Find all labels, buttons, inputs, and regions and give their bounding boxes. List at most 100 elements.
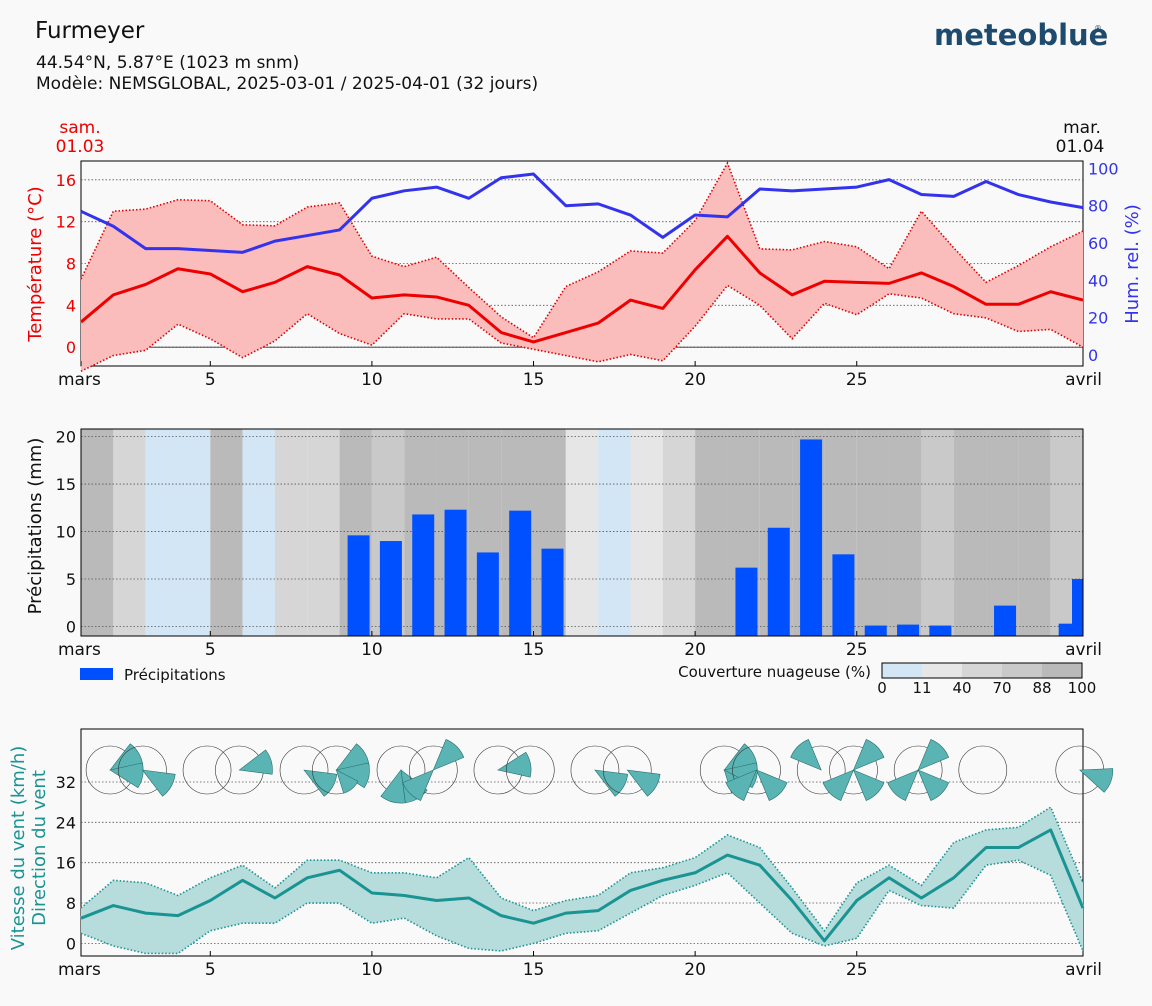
end-day-label: mar.: [1063, 118, 1101, 138]
wind-rose-sector: [141, 769, 176, 797]
wind-rose-sector: [852, 739, 885, 771]
start-day-label: sam.: [59, 118, 100, 138]
cloud-strip: [177, 429, 211, 636]
wind-rose-circle: [602, 745, 652, 795]
precipitation-bar: [509, 510, 532, 636]
wind-plot-frame: [80, 728, 1084, 957]
end-date-label: 01.04: [1056, 137, 1105, 157]
cloud-strip: [274, 429, 308, 636]
y2-tick-label: 20: [1088, 309, 1108, 328]
temperature-x-ticks: mars 5 10 15 20 25 avril: [58, 361, 1102, 390]
x-tick-label: 20: [684, 960, 706, 980]
wind-rose: [118, 745, 176, 797]
precipitation-legend-label: Précipitations: [124, 666, 226, 684]
x-tick-label: 5: [205, 370, 216, 390]
wind-rose-sector: [497, 751, 532, 778]
wind-rose-sector: [917, 739, 950, 771]
wind-rose-sector: [755, 769, 788, 801]
x-tick-label: avril: [1065, 370, 1102, 390]
brand-name: meteoblue: [934, 18, 1108, 52]
wind-rose-circle: [796, 745, 846, 795]
humidity-axis-label: Hum. rel. (%): [1122, 204, 1143, 324]
wind-rose-sector: [790, 739, 822, 771]
cloud-legend-label: 11: [912, 679, 931, 697]
y-tick-label: 16: [56, 854, 76, 873]
wind-speed-lines: [80, 828, 1085, 943]
cloud-cover-strips: [81, 429, 1083, 636]
precipitation-bar: [994, 605, 1017, 636]
cloud-legend-label: 70: [992, 679, 1011, 697]
cloud-legend-label: 0: [877, 679, 887, 697]
temperature-range: [80, 161, 1084, 372]
x-tick-label: 15: [523, 370, 545, 390]
precipitation-bar: [444, 509, 467, 636]
cloud-strip: [856, 429, 890, 636]
y-tick-label: 16: [56, 171, 76, 190]
cloud-strip: [630, 429, 663, 636]
y-tick-label: 4: [66, 296, 76, 315]
cloud-strip: [953, 429, 987, 636]
cloud-strip: [598, 429, 631, 636]
precipitation-gridlines: [81, 436, 1083, 627]
wind-speed-range: [80, 806, 1084, 955]
y-tick-label: 8: [66, 255, 76, 274]
cloud-legend-bar: 0 11 40 70 88 100: [877, 662, 1096, 697]
wind-rose-circle: [732, 745, 781, 795]
start-date-label: 01.03: [56, 137, 105, 157]
wind-mean-line: [80, 828, 1085, 943]
precipitation-plot-frame: [80, 428, 1084, 637]
wind-rose-sector: [402, 769, 434, 801]
precipitation-bar: [832, 554, 855, 636]
wind-rose-sector: [594, 769, 629, 797]
precipitation-bar: [735, 567, 758, 636]
y-tick-label: 20: [56, 428, 76, 447]
x-tick-label: mars: [58, 370, 101, 390]
cloud-legend-label: 40: [952, 679, 971, 697]
x-tick-label: 25: [846, 640, 868, 660]
y2-tick-label: 0: [1088, 346, 1098, 365]
wind-rose-sector: [852, 769, 885, 801]
x-tick-label: mars: [58, 640, 101, 660]
x-tick-label: 5: [205, 640, 216, 660]
wind-rose-sector: [335, 762, 370, 789]
brand-mark: ®: [1094, 24, 1102, 33]
temperature-y-ticks: 0 4 8 12 16: [56, 171, 76, 357]
x-tick-label: 10: [361, 640, 383, 660]
precipitation-bars: [347, 439, 1083, 636]
y2-tick-label: 80: [1088, 197, 1108, 216]
wind-rose-sector: [380, 769, 406, 804]
wind-rose-circle: [279, 745, 329, 795]
wind-range-fill: [81, 807, 1083, 954]
cloud-strip: [565, 429, 599, 636]
precipitation-bar: [897, 624, 920, 636]
cloud-strip: [242, 429, 275, 636]
temperature-range-max-line: [80, 161, 1084, 339]
precipitation-bar: [541, 548, 564, 636]
wind-rose: [602, 745, 661, 797]
wind-rose: [725, 745, 788, 801]
wind-rose-circle: [118, 745, 167, 795]
y-tick-label: 0: [66, 338, 76, 357]
x-tick-label: 5: [205, 960, 216, 980]
x-tick-label: 15: [523, 640, 545, 660]
precipitation-axis-label: Précipitations (mm): [25, 438, 46, 615]
temperature-range-min-line: [80, 284, 1084, 372]
wind-rose-sector: [887, 769, 919, 801]
cloud-legend-swatch: [1042, 663, 1082, 678]
wind-direction-axis-label: Direction du vent: [29, 770, 50, 926]
temperature-lines: [80, 172, 1084, 344]
wind-rose: [402, 739, 465, 801]
wind-x-ticks: mars 5 10 15 20 25 avril: [58, 951, 1102, 980]
cloud-legend-swatch: [922, 663, 962, 678]
y-tick-label: 12: [56, 213, 76, 232]
cloud-strip: [113, 429, 146, 636]
wind-rose-sector: [917, 769, 950, 801]
cloud-legend-label: 88: [1032, 679, 1051, 697]
humidity-line: [80, 172, 1084, 254]
wind-rose-circle: [505, 745, 555, 795]
wind-rose: [790, 739, 846, 795]
x-tick-label: avril: [1065, 960, 1102, 980]
wind-rose: [958, 745, 1008, 795]
precipitation-bar: [1072, 579, 1083, 636]
